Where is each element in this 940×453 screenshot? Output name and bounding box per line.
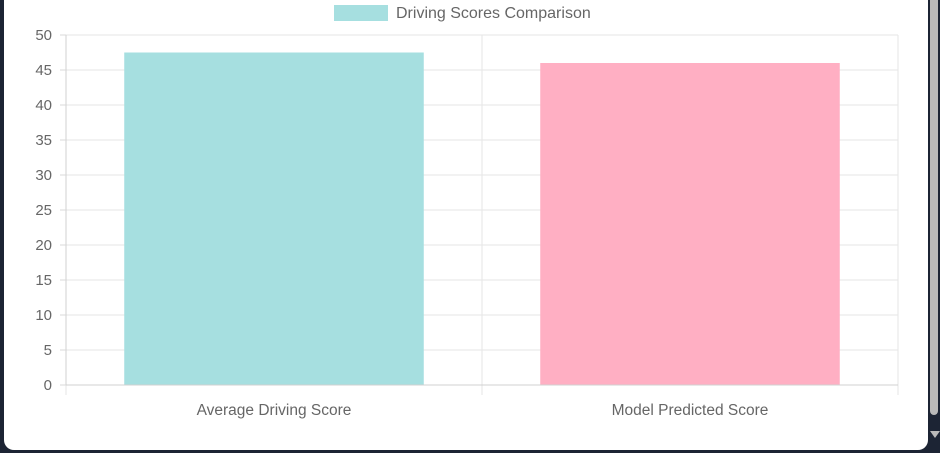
bar (540, 63, 840, 385)
legend-label[interactable]: Driving Scores Comparison (396, 5, 591, 22)
y-tick-label: 0 (44, 377, 52, 394)
y-tick-label: 50 (35, 27, 52, 44)
y-tick-label: 40 (35, 97, 52, 114)
bars (124, 52, 840, 385)
y-axis-ticks: 0 5 10 15 20 25 30 35 40 45 50 (35, 27, 66, 394)
y-tick-label: 20 (35, 237, 52, 254)
y-tick-label: 15 (35, 272, 52, 289)
scroll-thumb[interactable] (930, 0, 938, 415)
y-tick-label: 25 (35, 202, 52, 219)
y-tick-label: 35 (35, 132, 52, 149)
legend[interactable]: Driving Scores Comparison (334, 5, 591, 22)
legend-swatch[interactable] (334, 5, 388, 21)
y-tick-label: 5 (44, 342, 52, 359)
x-axis-ticks: Average Driving Score Model Predicted Sco… (197, 402, 769, 419)
x-tick-label: Model Predicted Score (612, 402, 769, 419)
y-tick-label: 10 (35, 307, 52, 324)
vertical-scrollbar[interactable] (929, 0, 940, 453)
y-tick-label: 30 (35, 167, 52, 184)
x-tick-label: Average Driving Score (197, 402, 352, 419)
y-tick-label: 45 (35, 62, 52, 79)
scroll-down-arrow-icon[interactable] (930, 431, 940, 438)
bar (124, 52, 424, 385)
